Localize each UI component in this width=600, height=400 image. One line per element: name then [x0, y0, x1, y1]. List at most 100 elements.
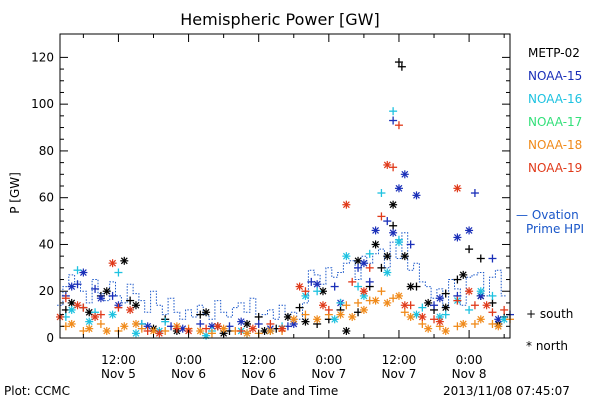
point-noaa-15-south-19	[470, 189, 479, 198]
x-tick-date-3: Nov 7	[311, 367, 346, 381]
point-noaa-18-north-14	[348, 312, 357, 321]
y-tick-label-6: 120	[31, 50, 54, 64]
point-metp-02-south-17	[389, 221, 398, 230]
point-noaa-19-north-13	[359, 287, 368, 296]
point-noaa-15-south-17	[430, 301, 439, 310]
point-noaa-15-south-14	[383, 217, 392, 226]
point-noaa-15-south-6	[196, 319, 205, 328]
point-noaa-15-north-16	[400, 170, 409, 179]
point-noaa-16-north-2	[108, 310, 117, 319]
point-noaa-15-north-18	[435, 294, 444, 303]
point-metp-02-north-2	[102, 287, 111, 296]
plot-credit: Plot: CCMC	[4, 384, 70, 398]
point-noaa-18-north-20	[424, 324, 433, 333]
point-noaa-16-north-17	[476, 287, 485, 296]
point-noaa-19-north-1	[73, 301, 82, 310]
satellite-points	[56, 58, 514, 340]
point-noaa-19-south-5	[172, 324, 181, 333]
point-noaa-16-south-5	[161, 317, 170, 326]
point-noaa-15-north-15	[394, 184, 403, 193]
point-metp-02-north-22	[441, 303, 450, 312]
y-tick-label-3: 60	[39, 191, 54, 205]
point-noaa-18-south-11	[301, 310, 310, 319]
point-noaa-18-north-23	[476, 315, 485, 324]
x-tick-time-2: 12:00	[241, 353, 276, 367]
point-noaa-15-north-2	[96, 294, 105, 303]
point-metp-02-south-23	[453, 275, 462, 284]
point-noaa-18-north-1	[85, 324, 94, 333]
point-metp-02-north-19	[400, 252, 409, 261]
point-noaa-18-north-21	[441, 326, 450, 335]
legend-entry-metp02: METP-02	[528, 46, 580, 60]
y-tick-label-5: 100	[31, 97, 54, 111]
point-noaa-18-north-22	[459, 319, 468, 328]
point-noaa-15-south-8	[254, 319, 263, 328]
point-metp-02-south-3	[126, 296, 135, 305]
point-noaa-18-south-7	[207, 329, 216, 338]
x-tick-time-1: 0:00	[175, 353, 202, 367]
point-metp-02-north-4	[131, 301, 140, 310]
point-noaa-18-north-18	[394, 291, 403, 300]
point-noaa-19-south-7	[237, 326, 246, 335]
point-noaa-15-north-13	[371, 226, 380, 235]
point-noaa-16-south-19	[488, 291, 497, 300]
point-noaa-19-south-6	[202, 324, 211, 333]
y-tick-label-0: 0	[46, 331, 54, 345]
symbol-key-north: * north	[526, 339, 569, 353]
point-noaa-19-north-14	[383, 160, 392, 169]
point-noaa-19-south-11	[348, 277, 357, 286]
point-noaa-19-south-18	[453, 296, 462, 305]
point-noaa-19-north-20	[482, 301, 491, 310]
x-tick-time-3: 0:00	[315, 353, 342, 367]
point-noaa-19-south-13	[377, 212, 386, 221]
point-noaa-19-north-4	[126, 305, 135, 314]
point-noaa-15-south-13	[365, 277, 374, 286]
point-noaa-15-south-2	[91, 284, 100, 293]
point-noaa-15-south-11	[330, 282, 339, 291]
point-noaa-18-south-18	[400, 308, 409, 317]
point-noaa-15-south-20	[488, 254, 497, 263]
point-noaa-16-north-13	[394, 238, 403, 247]
point-metp-02-north-16	[371, 240, 380, 249]
chart-title: Hemispheric Power [GW]	[180, 10, 380, 29]
point-noaa-19-south-20	[488, 308, 497, 317]
point-noaa-16-north-1	[85, 317, 94, 326]
x-tick-time-4: 12:00	[382, 353, 417, 367]
x-tick-date-5: Nov 8	[452, 367, 487, 381]
point-noaa-19-north-8	[248, 324, 257, 333]
ovation-legend-line1: — Ovation	[516, 208, 579, 222]
point-noaa-19-south-15	[394, 121, 403, 130]
point-noaa-16-south-14	[389, 107, 398, 116]
point-noaa-18-north-11	[289, 315, 298, 324]
point-noaa-16-south-10	[336, 298, 345, 307]
x-axis-label: Date and Time	[250, 384, 339, 398]
point-noaa-19-north-17	[435, 317, 444, 326]
point-noaa-18-south-16	[377, 287, 386, 296]
point-noaa-19-north-12	[342, 200, 351, 209]
point-noaa-15-north-20	[465, 226, 474, 235]
point-metp-02-north-7	[202, 308, 211, 317]
point-noaa-16-north-0	[67, 305, 76, 314]
point-noaa-19-north-19	[465, 287, 474, 296]
point-noaa-19-north-5	[155, 329, 164, 338]
point-noaa-19-north-3	[108, 259, 117, 268]
point-noaa-18-south-14	[354, 298, 363, 307]
point-noaa-18-north-24	[494, 322, 503, 331]
x-tick-date-2: Nov 6	[241, 367, 276, 381]
point-noaa-18-south-19	[418, 319, 427, 328]
legend-entry-noaa15: NOAA-15	[528, 69, 583, 83]
point-noaa-19-north-11	[318, 301, 327, 310]
point-noaa-15-north-10	[313, 280, 322, 289]
point-noaa-15-south-12	[354, 263, 363, 272]
point-noaa-19-south-9	[301, 287, 310, 296]
ovation-hpi-line	[57, 232, 508, 320]
point-noaa-18-north-13	[336, 310, 345, 319]
point-noaa-16-south-13	[377, 189, 386, 198]
point-metp-02-south-22	[441, 289, 450, 298]
point-noaa-18-south-22	[470, 319, 479, 328]
point-noaa-15-south-3	[108, 291, 117, 300]
plot-timestamp: 2013/11/08 07:45:07	[443, 384, 570, 398]
point-metp-02-south-8	[254, 312, 263, 321]
